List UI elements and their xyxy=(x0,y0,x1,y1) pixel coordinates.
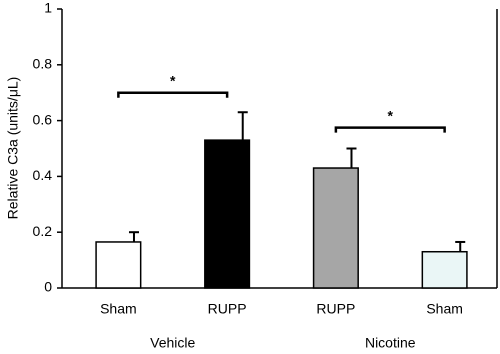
group-label: Nicotine xyxy=(365,335,416,351)
bar xyxy=(421,250,468,289)
y-axis-label: Relative C3a (units/μL) xyxy=(5,77,21,220)
significance-star: * xyxy=(170,72,176,88)
y-tick-label: 0.6 xyxy=(33,111,53,127)
x-tick-label: Sham xyxy=(100,301,137,317)
y-tick-label: 1 xyxy=(44,0,52,16)
x-tick-label: Sham xyxy=(426,301,463,317)
significance-star: * xyxy=(388,107,394,123)
bar xyxy=(312,167,359,289)
y-tick-label: 0.2 xyxy=(33,223,53,239)
significance-bracket xyxy=(334,126,446,133)
y-tick-label: 0 xyxy=(44,279,52,295)
x-tick-label: RUPP xyxy=(316,301,355,317)
significance-bracket xyxy=(117,91,229,98)
x-tick-label: RUPP xyxy=(208,301,247,317)
y-tick-label: 0.4 xyxy=(33,167,53,183)
bar xyxy=(204,139,251,289)
group-label: Vehicle xyxy=(150,335,195,351)
y-tick-label: 0.8 xyxy=(33,56,53,72)
bar xyxy=(95,241,142,289)
